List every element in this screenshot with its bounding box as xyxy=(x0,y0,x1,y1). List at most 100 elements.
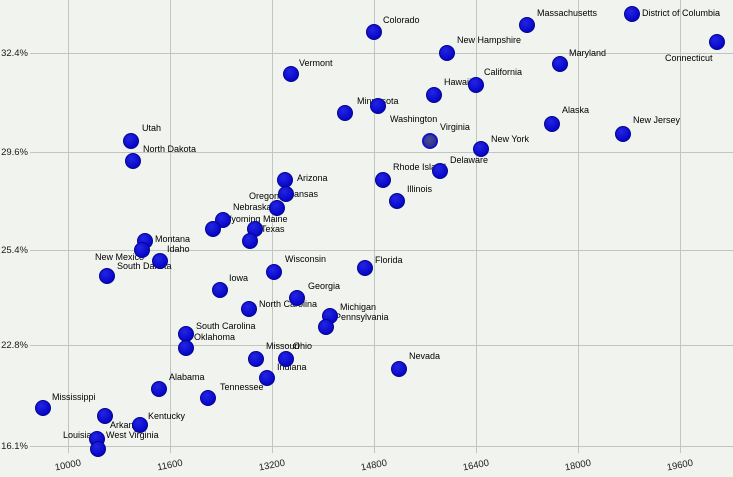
label-vermont: Vermont xyxy=(299,58,333,68)
dot-rhode-island[interactable] xyxy=(374,172,391,188)
label-connecticut: Connecticut xyxy=(665,53,713,63)
dot-massachusetts[interactable] xyxy=(518,16,535,33)
label-north-dakota: North Dakota xyxy=(143,144,197,154)
dot-north-carolina[interactable] xyxy=(240,300,257,317)
dot-oklahoma[interactable] xyxy=(177,340,194,356)
label-maryland: Maryland xyxy=(569,48,607,58)
dot-california[interactable] xyxy=(467,76,484,93)
label-alaska: Alaska xyxy=(562,105,590,115)
dot-ohio[interactable] xyxy=(277,350,294,367)
label-colorado: Colorado xyxy=(383,15,420,25)
x-gridline-14800 xyxy=(374,0,375,453)
dot-new-mexico[interactable] xyxy=(133,242,150,258)
label-iowa: Iowa xyxy=(229,273,249,283)
y-tick-label-22.8: 22.8% xyxy=(1,340,28,351)
label-north-carolina: North Carolina xyxy=(259,299,318,309)
label-california: California xyxy=(484,67,523,77)
label-delaware: Delaware xyxy=(450,155,489,165)
label-florida: Florida xyxy=(375,255,403,265)
label-idaho: Idaho xyxy=(167,244,190,254)
label-alabama: Alabama xyxy=(169,372,205,382)
dot-florida[interactable] xyxy=(356,260,373,277)
dot-kansas[interactable] xyxy=(277,186,294,202)
y-gridline-32.4 xyxy=(30,53,733,54)
label-west-virginia: West Virginia xyxy=(106,430,159,440)
label-new-mexico: New Mexico xyxy=(95,252,145,262)
label-maine: Maine xyxy=(263,214,288,224)
dot-new-jersey[interactable] xyxy=(614,126,631,143)
label-south-dakota: South Dakota xyxy=(117,261,172,271)
x-gridline-16400 xyxy=(476,0,477,453)
label-new-york: New York xyxy=(491,134,530,144)
label-georgia: Georgia xyxy=(308,281,341,291)
dot-tennessee[interactable] xyxy=(200,389,217,406)
y-tick-label-16.1: 16.1% xyxy=(1,441,28,452)
label-arizona: Arizona xyxy=(297,173,328,183)
label-utah: Utah xyxy=(142,123,162,133)
x-gridline-19600 xyxy=(680,0,681,453)
dot-new-york[interactable] xyxy=(472,140,489,157)
dot-nevada[interactable] xyxy=(390,361,407,378)
dot-vermont[interactable] xyxy=(283,66,299,83)
dot-mississippi[interactable] xyxy=(35,400,52,417)
dot-maryland[interactable] xyxy=(552,55,569,72)
label-oregon: Oregon xyxy=(249,191,280,201)
label-arkansas: Arkansas xyxy=(110,420,148,430)
dot-wisconsin[interactable] xyxy=(266,263,283,280)
label-pennsylvania: Pennsylvania xyxy=(335,312,389,322)
dot-missouri[interactable] xyxy=(247,350,264,367)
dot-washington[interactable] xyxy=(369,98,386,114)
y-tick-label-29.6: 29.6% xyxy=(1,147,28,158)
label-kansas: Kansas xyxy=(288,189,319,199)
y-gridline-25.4 xyxy=(30,250,733,251)
y-tick-label-32.4: 32.4% xyxy=(1,48,28,59)
dot-virginia-selected[interactable] xyxy=(421,133,438,150)
label-massachusetts: Massachusetts xyxy=(537,8,598,18)
dot-oregon[interactable] xyxy=(268,200,285,216)
label-south-carolina: South Carolina xyxy=(196,321,256,331)
dot-delaware[interactable] xyxy=(432,162,448,179)
label-indiana: Indiana xyxy=(277,362,307,372)
x-gridline-10000 xyxy=(68,0,69,453)
dot-colorado[interactable] xyxy=(365,23,382,40)
dot-alaska[interactable] xyxy=(543,115,560,132)
dot-north-dakota[interactable] xyxy=(125,153,141,170)
dot-georgia[interactable] xyxy=(288,289,305,306)
dot-idaho[interactable] xyxy=(151,253,168,269)
dot-alabama[interactable] xyxy=(151,380,168,397)
label-montana: Montana xyxy=(155,234,191,244)
dot-minnesota[interactable] xyxy=(337,105,354,122)
dot-utah[interactable] xyxy=(123,133,140,150)
x-gridline-18000 xyxy=(578,0,579,453)
dot-new-hampshire[interactable] xyxy=(439,45,455,61)
label-new-jersey: New Jersey xyxy=(633,115,681,125)
dot-west-virginia[interactable] xyxy=(89,441,106,457)
label-mississippi: Mississippi xyxy=(52,392,96,402)
label-texas: Texas xyxy=(261,224,285,234)
dot-indiana[interactable] xyxy=(258,370,275,387)
dot-district-of-columbia[interactable] xyxy=(624,6,641,23)
dot-arkansas[interactable] xyxy=(96,407,113,424)
dot-south-dakota[interactable] xyxy=(98,267,115,284)
dot-pennsylvania[interactable] xyxy=(318,318,334,335)
label-kentucky: Kentucky xyxy=(148,411,186,421)
y-gridline-29.6 xyxy=(30,152,733,153)
dot-texas[interactable] xyxy=(242,232,259,249)
dot-kentucky[interactable] xyxy=(132,416,148,433)
label-michigan: Michigan xyxy=(340,302,377,312)
dot-illinois[interactable] xyxy=(388,193,405,209)
dot-iowa[interactable] xyxy=(211,282,228,299)
x-gridline-13200 xyxy=(272,0,273,453)
label-ohio: Ohio xyxy=(293,341,313,351)
label-new-hampshire: New Hampshire xyxy=(457,35,522,45)
dot-wyoming[interactable] xyxy=(204,221,221,237)
y-gridline-16.1 xyxy=(30,446,733,447)
label-wyoming: Wyoming xyxy=(223,214,261,224)
dot-hawaii[interactable] xyxy=(425,87,442,104)
dot-connecticut[interactable] xyxy=(708,34,725,51)
